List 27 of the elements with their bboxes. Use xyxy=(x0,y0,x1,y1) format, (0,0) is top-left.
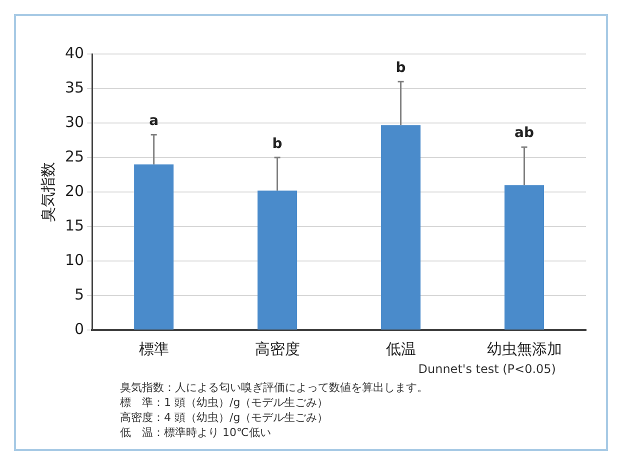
y-tick-label: 10 xyxy=(64,250,84,269)
y-tick-label: 0 xyxy=(74,320,84,338)
text: 標 準：1 頭（幼虫）/g（モデル生ごみ） xyxy=(120,395,330,410)
annotation: b xyxy=(272,136,282,152)
y-tick-label: 15 xyxy=(64,216,84,234)
y-tick-label: 5 xyxy=(74,285,84,304)
annotation: ab xyxy=(514,125,534,142)
y-axis-title: 臭気指数 xyxy=(38,162,57,222)
bar xyxy=(258,190,298,330)
x-tick-label: 高密度 xyxy=(254,340,300,358)
bar xyxy=(134,164,174,330)
bar xyxy=(381,125,421,330)
x-tick-label: 幼虫無添加 xyxy=(486,340,562,358)
text: 臭気指数：人による匂い嗅ぎ評価によって数値を算出します。 xyxy=(120,380,428,395)
text: 高密度：4 頭（幼虫）/g（モデル生ごみ） xyxy=(120,410,330,425)
annotation: b xyxy=(396,60,406,76)
y-tick-label: 35 xyxy=(64,78,84,96)
x-tick-label: 低温 xyxy=(386,340,416,358)
x-tick-label: 標準 xyxy=(138,340,169,358)
text: Dunnet's test (P<0.05) xyxy=(418,362,556,376)
text: 低 温：標準時より 10℃低い xyxy=(120,425,272,440)
y-tick-label: 25 xyxy=(64,147,84,166)
bar xyxy=(504,185,544,330)
y-tick-label: 20 xyxy=(64,182,84,200)
annotation: a xyxy=(149,112,159,129)
y-tick-label: 40 xyxy=(64,44,84,62)
y-tick-label: 30 xyxy=(64,112,84,131)
